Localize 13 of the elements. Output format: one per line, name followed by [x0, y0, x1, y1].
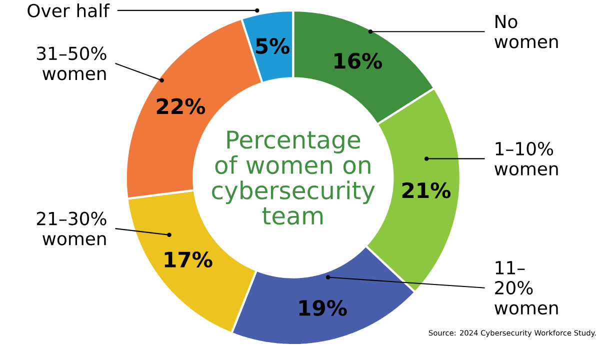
slice-label: 1–10% women [494, 142, 558, 176]
slice-label: 21–30% women [36, 212, 106, 246]
slice-label: No women [494, 14, 558, 48]
slice-label: Over half [28, 3, 110, 18]
text: Percentage of women on cybersecurity team [212, 130, 375, 225]
data-label: 17% [164, 252, 212, 268]
data-label: 22% [156, 98, 206, 114]
data-label: 19% [299, 300, 347, 316]
slice-label: 11–20% women [494, 261, 558, 315]
data-label: 5% [256, 38, 290, 54]
slice-label: 31–50% women [37, 46, 106, 80]
data-label: 16% [334, 52, 382, 69]
data-label: 21% [402, 182, 451, 198]
